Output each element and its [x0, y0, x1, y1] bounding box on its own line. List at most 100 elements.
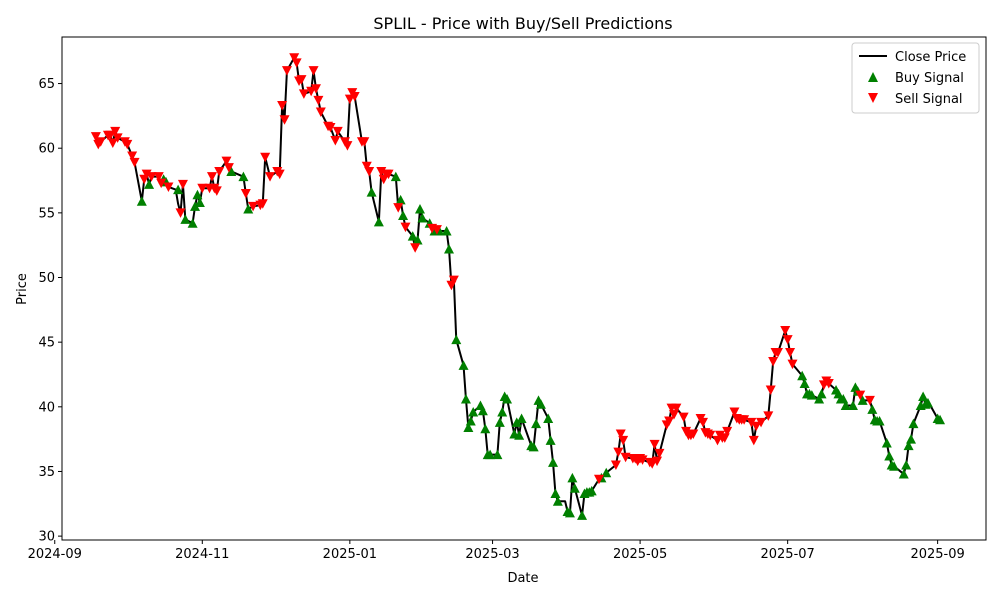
sell-signal-marker [122, 139, 133, 150]
sell-signal-marker [654, 448, 665, 459]
x-tick-label: 2025-07 [760, 547, 814, 562]
buy-signal-marker [485, 449, 496, 460]
sell-signal-marker [697, 417, 708, 428]
buy-signal-marker [194, 197, 205, 208]
buy-signal-marker [417, 213, 428, 223]
buy-signal-marker [494, 417, 505, 427]
sell-signal-marker [431, 225, 442, 235]
sell-signal-marker [649, 439, 660, 450]
sell-signal-marker [615, 429, 626, 439]
y-axis: 30 35 40 45 50 55 60 65 [38, 77, 62, 545]
buy-signal-marker [497, 406, 508, 417]
legend-buy-signal-label: Buy Signal [895, 71, 964, 86]
buy-signal-marker [460, 394, 471, 404]
buy-signal-marker [569, 483, 580, 493]
sell-signal-marker [652, 456, 663, 467]
sell-signal-marker [141, 169, 152, 180]
sell-signal-marker [593, 474, 604, 485]
sell-signal-marker [110, 126, 121, 137]
sell-signal-marker [277, 101, 288, 111]
sell-signal-marker [746, 417, 757, 428]
buy-signal-marker [407, 231, 418, 241]
y-tick-label: 50 [38, 271, 55, 286]
buy-signal-marker [511, 417, 522, 427]
buy-signal-marker [535, 399, 546, 409]
buy-signal-marker [550, 488, 561, 498]
sell-signal-marker [768, 357, 779, 367]
sell-signal-marker [448, 275, 459, 286]
sell-signal-marker [211, 186, 222, 196]
sell-signal-marker [330, 135, 341, 146]
sell-signal-marker [772, 348, 783, 358]
sell-signal-marker [107, 138, 118, 149]
sell-signal-marker [613, 447, 624, 458]
sell-signal-marker [364, 166, 375, 177]
sell-signal-marker [129, 157, 140, 168]
sell-signal-marker [289, 53, 300, 63]
buy-signal-marker [567, 472, 578, 483]
plot-area [61, 36, 987, 541]
buy-signal-marker [190, 201, 201, 211]
sell-signal-marker [349, 91, 360, 102]
buy-signal-marker [806, 390, 817, 400]
sell-signal-marker [748, 435, 759, 446]
sell-signal-marker [95, 137, 106, 147]
buy-signal-marker [366, 187, 377, 197]
y-tick-label: 30 [38, 530, 55, 545]
sell-signal-marker [620, 452, 631, 463]
buy-signal-marker [492, 449, 503, 460]
buy-signal-marker [543, 413, 554, 423]
sell-signal-marker [223, 163, 234, 173]
sell-signal-marker [756, 417, 767, 428]
x-axis-label: Date [507, 571, 538, 586]
sell-signal-marker [410, 243, 421, 253]
buy-signal-marker [192, 189, 203, 200]
buy-signal-marker [922, 397, 933, 408]
buy-signal-marker [243, 203, 254, 214]
y-axis-label: Price [15, 273, 30, 305]
buy-signal-marker [463, 422, 474, 433]
legend-sell-signal-label: Sell Signal [895, 92, 963, 107]
buy-signal-marker [881, 438, 892, 448]
sell-signal-marker [729, 407, 740, 417]
sell-signal-marker [671, 403, 682, 414]
buy-signal-marker [468, 406, 479, 417]
y-tick-label: 45 [38, 336, 55, 351]
buy-signal-marker [180, 214, 191, 224]
sell-signal-marker [722, 426, 733, 437]
sell-signal-marker [298, 89, 309, 99]
buy-signal-marker [548, 457, 559, 467]
y-tick-label: 35 [38, 465, 55, 480]
sell-signal-marker [780, 326, 791, 336]
buy-signal-marker [552, 496, 563, 506]
y-tick-label: 60 [38, 142, 55, 157]
buy-signal-marker [465, 416, 476, 426]
sell-signal-marker [257, 199, 268, 209]
sell-signal-marker [688, 429, 699, 439]
sell-signal-marker [325, 123, 336, 133]
x-tick-label: 2025-09 [910, 547, 964, 562]
buy-signal-marker [477, 405, 488, 416]
buy-signal-marker [840, 400, 851, 411]
buy-signal-marker [814, 394, 825, 404]
sell-signal-marker [855, 390, 866, 401]
sell-signal-marker [163, 182, 174, 192]
sell-signal-marker [310, 84, 321, 94]
buy-signal-marker [545, 435, 556, 445]
buy-signal-marker [514, 430, 525, 440]
buy-signal-marker [226, 166, 237, 176]
buy-signal-marker [395, 194, 406, 205]
sell-signal-marker [274, 169, 285, 180]
legend-box [851, 42, 980, 114]
buy-signal-marker [797, 370, 808, 381]
legend: Close Price Buy Signal Sell Signal [851, 42, 980, 114]
buy-signal-marker [816, 388, 827, 399]
buy-signal-marker [884, 450, 895, 461]
sell-signal-marker [214, 166, 225, 177]
buy-signal-markers [136, 166, 946, 520]
buy-signal-marker [238, 171, 249, 182]
sell-signal-marker [359, 137, 370, 147]
sell-signal-marker [156, 178, 167, 189]
sell-signal-marker [664, 416, 675, 427]
